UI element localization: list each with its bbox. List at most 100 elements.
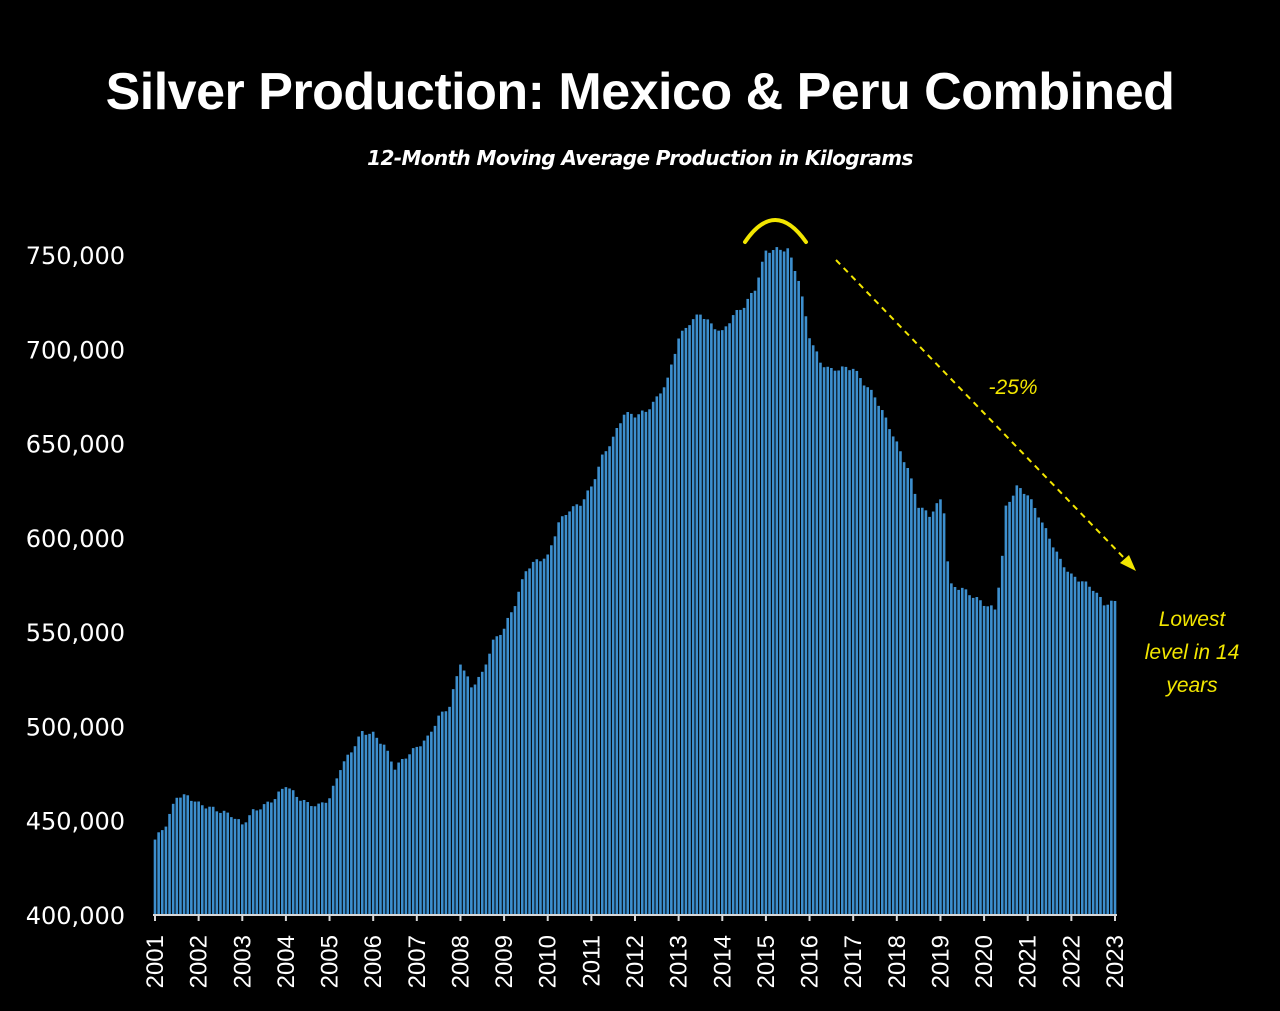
bar — [1030, 499, 1033, 915]
bar — [891, 436, 895, 915]
x-tick-label: 2010 — [535, 935, 562, 988]
x-tick-label: 2003 — [229, 935, 256, 988]
bar — [1080, 581, 1084, 915]
x-axis: 2001 2002 2003 2004 2005 2006 2007 2008 2009 2010… — [142, 914, 1129, 988]
bar — [993, 609, 997, 915]
peak-arc-marker — [743, 218, 808, 244]
bar — [266, 801, 270, 915]
chart-subtitle: 12-Month Moving Average Production in Ki… — [367, 146, 913, 170]
bar — [557, 522, 560, 915]
bar — [837, 370, 840, 916]
bar — [659, 393, 662, 915]
bar — [1048, 538, 1051, 915]
bar — [379, 743, 382, 915]
x-tick-label: 2013 — [666, 935, 693, 988]
bar — [768, 252, 771, 916]
bar — [422, 740, 426, 915]
bar — [371, 731, 375, 915]
bar — [1019, 488, 1022, 915]
x-tick-label: 2012 — [622, 935, 649, 988]
bar — [186, 795, 190, 915]
bar — [1011, 495, 1015, 915]
annotations: -25% Lowest level in 14 years — [743, 218, 1240, 697]
bar — [444, 711, 448, 915]
bar — [219, 812, 222, 915]
bar — [1059, 558, 1062, 915]
bar — [430, 731, 433, 915]
bar — [339, 770, 342, 915]
bar — [506, 617, 510, 915]
bar — [480, 671, 484, 915]
bar — [884, 417, 888, 915]
bar — [746, 298, 750, 915]
bar — [539, 561, 542, 915]
bar — [815, 351, 819, 915]
bar — [851, 368, 855, 915]
bar — [531, 561, 535, 915]
bar — [459, 664, 462, 915]
bar — [979, 600, 982, 915]
decline-arrow-line — [835, 259, 1129, 563]
bar — [913, 493, 917, 915]
decline-arrow-head — [1120, 555, 1136, 571]
bar — [702, 319, 706, 915]
bar — [1008, 501, 1011, 915]
bar — [411, 748, 415, 915]
bar — [288, 788, 291, 915]
bar — [633, 417, 637, 915]
bar — [1066, 571, 1070, 915]
bar — [742, 307, 746, 915]
bar — [160, 830, 164, 915]
bar — [342, 761, 346, 915]
bar — [208, 806, 211, 915]
bar — [230, 817, 233, 915]
bar — [822, 367, 826, 916]
bar — [291, 790, 295, 915]
bar — [1040, 522, 1044, 915]
bar — [455, 676, 459, 915]
bar — [1102, 605, 1106, 915]
bar — [873, 397, 877, 915]
bar — [1099, 596, 1102, 915]
bar — [997, 587, 1000, 915]
bar — [670, 364, 673, 915]
bar — [931, 511, 935, 915]
bar — [848, 370, 851, 915]
bar — [1037, 517, 1040, 915]
bar — [593, 479, 597, 915]
bar — [899, 451, 902, 915]
low-label-line-3: years — [1164, 674, 1218, 697]
bar — [233, 818, 237, 915]
bar — [350, 752, 353, 915]
bar — [259, 809, 262, 915]
bar — [175, 797, 179, 915]
bar — [804, 316, 808, 915]
low-label-line-2: level in 14 — [1145, 641, 1240, 664]
bar — [735, 310, 739, 915]
bar — [710, 323, 713, 915]
bar — [491, 639, 495, 915]
y-axis: 400,000 450,000 500,000 550,000 600,000 650,0… — [26, 242, 125, 930]
bar — [880, 410, 884, 915]
bar — [542, 558, 546, 915]
bar — [182, 794, 186, 915]
bar — [244, 822, 248, 915]
bar — [1088, 586, 1091, 915]
bar — [222, 810, 226, 915]
bar — [470, 687, 473, 915]
bar — [731, 315, 735, 915]
bar — [986, 606, 990, 915]
bar — [793, 271, 797, 915]
y-tick-label: 750,000 — [26, 242, 125, 270]
bar — [859, 378, 862, 915]
bar — [382, 744, 386, 915]
bar — [739, 309, 742, 915]
bar — [477, 676, 480, 915]
bar — [844, 366, 848, 915]
x-tick-label: 2021 — [1015, 935, 1042, 988]
bar — [728, 323, 731, 915]
bar — [902, 462, 906, 915]
bar — [277, 791, 280, 915]
bar — [764, 250, 768, 916]
bar — [251, 809, 255, 915]
